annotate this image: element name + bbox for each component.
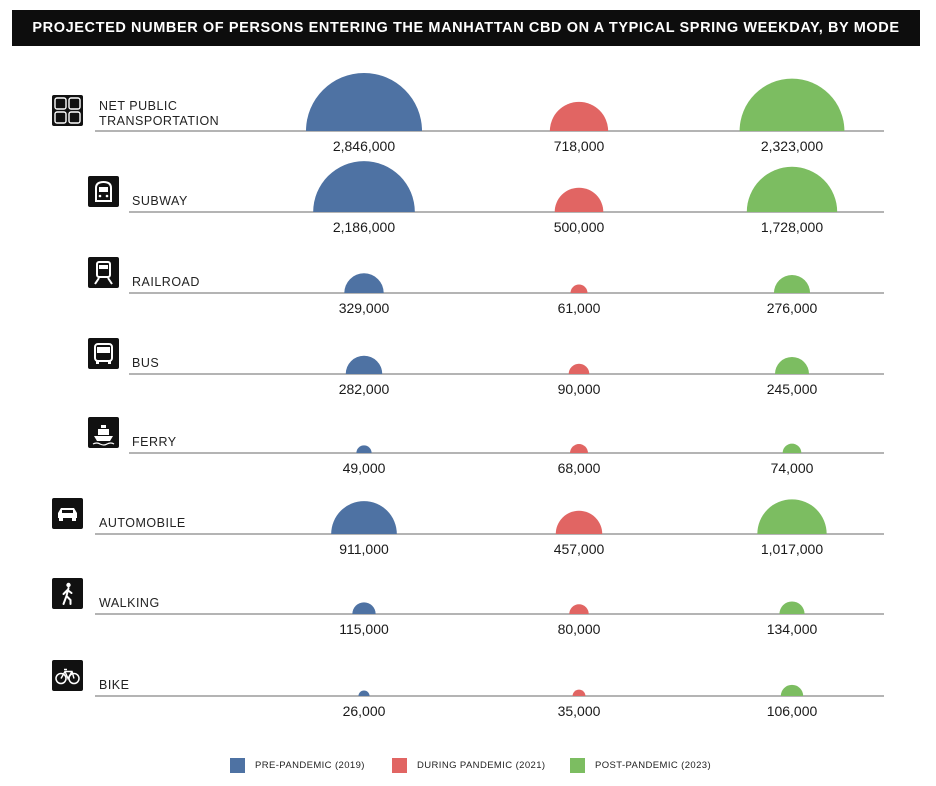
value-label-pre: 911,000	[339, 541, 389, 557]
category-label: BUS	[132, 356, 159, 370]
value-label-during: 90,000	[558, 381, 601, 397]
semicircle-post	[757, 499, 827, 534]
semicircle-pre	[313, 161, 415, 212]
semicircle-post	[773, 274, 811, 293]
legend-item-post: POST-PANDEMIC (2023)	[570, 758, 711, 773]
legend-swatch-post	[570, 758, 585, 773]
legend-item-pre: PRE-PANDEMIC (2019)	[230, 758, 365, 773]
category-label: SUBWAY	[132, 194, 188, 208]
semicircle-pre	[358, 690, 370, 696]
legend-label-pre: PRE-PANDEMIC (2019)	[255, 760, 365, 771]
category-label: FERRY	[132, 435, 177, 449]
semicircle-pre	[344, 273, 384, 293]
value-label-pre: 115,000	[339, 621, 389, 637]
semicircle-during	[570, 444, 588, 453]
row-walking: WALKING 115,000 80,000 134,000	[52, 578, 884, 637]
value-label-post: 2,323,000	[761, 138, 823, 154]
semicircle-post	[782, 443, 802, 453]
value-label-during: 718,000	[554, 138, 605, 154]
semicircle-during	[572, 689, 586, 696]
semicircle-during	[569, 604, 589, 614]
value-label-pre: 282,000	[339, 381, 390, 397]
legend-swatch-during	[392, 758, 407, 773]
semicircle-post	[746, 166, 838, 212]
bus-icon	[88, 338, 119, 369]
semicircle-during	[554, 187, 604, 212]
value-label-during: 457,000	[554, 541, 605, 557]
row-bike: BIKE 26,000 35,000 106,000	[52, 660, 884, 719]
value-label-pre: 2,186,000	[333, 219, 395, 235]
value-label-post: 1,728,000	[761, 219, 823, 235]
category-label: WALKING	[99, 596, 160, 610]
row-net-public-transportation: NET PUBLIC TRANSPORTATION 2,846,000 718,000…	[52, 73, 884, 154]
value-label-post: 276,000	[767, 300, 818, 316]
value-label-post: 134,000	[767, 621, 818, 637]
bike-icon	[52, 660, 83, 691]
legend-label-post: POST-PANDEMIC (2023)	[595, 760, 712, 771]
value-label-during: 68,000	[558, 460, 601, 476]
subway-icon	[88, 176, 119, 207]
semicircle-post	[774, 356, 810, 374]
value-label-pre: 49,000	[343, 460, 386, 476]
semicircle-during	[549, 101, 609, 131]
semicircle-pre	[306, 73, 422, 131]
ferry-icon	[88, 417, 119, 448]
value-label-during: 500,000	[554, 219, 605, 235]
row-automobile: AUTOMOBILE 911,000 457,000 1,017,000	[52, 498, 884, 557]
semicircle-post	[780, 684, 804, 696]
semicircle-pre	[331, 501, 397, 534]
legend: PRE-PANDEMIC (2019) DURING PANDEMIC (202…	[0, 758, 936, 776]
title-bar: PROJECTED NUMBER OF PERSONS ENTERING THE…	[12, 10, 920, 46]
semicircle-post	[739, 78, 845, 131]
value-label-during: 35,000	[558, 703, 601, 719]
value-label-post: 74,000	[771, 460, 814, 476]
row-subway: SUBWAY 2,186,000 500,000 1,728,000	[88, 161, 884, 235]
value-label-post: 1,017,000	[761, 541, 823, 557]
row-railroad: RAILROAD 329,000 61,000 276,000	[88, 257, 884, 316]
row-ferry: FERRY 49,000 68,000 74,000	[88, 417, 884, 476]
semicircle-during	[568, 363, 590, 374]
category-label: RAILROAD	[132, 275, 200, 289]
semicircle-during	[570, 284, 588, 293]
chart-canvas: NET PUBLIC TRANSPORTATION 2,846,000 718,000…	[52, 73, 884, 719]
category-label: BIKE	[99, 678, 130, 692]
semicircle-pre	[352, 602, 376, 614]
semicircle-post	[779, 601, 805, 614]
value-label-pre: 26,000	[343, 703, 386, 719]
category-label: NET PUBLIC TRANSPORTATION	[99, 99, 219, 128]
value-label-post: 106,000	[767, 703, 818, 719]
value-label-pre: 2,846,000	[333, 138, 395, 154]
car-icon	[52, 498, 83, 529]
legend-swatch-pre	[230, 758, 245, 773]
transit-icon	[52, 95, 83, 126]
semicircle-pre	[345, 355, 383, 374]
legend-item-during: DURING PANDEMIC (2021)	[392, 758, 545, 773]
value-label-during: 80,000	[558, 621, 601, 637]
semicircle-during	[555, 510, 603, 534]
value-label-pre: 329,000	[339, 300, 390, 316]
value-label-post: 245,000	[767, 381, 818, 397]
chart-title: PROJECTED NUMBER OF PERSONS ENTERING THE…	[32, 20, 900, 36]
semicircle-pre	[356, 445, 372, 453]
walking-icon	[52, 578, 83, 609]
railroad-icon	[88, 257, 119, 288]
row-bus: BUS 282,000 90,000 245,000	[88, 338, 884, 397]
legend-label-during: DURING PANDEMIC (2021)	[417, 760, 546, 771]
category-label: AUTOMOBILE	[99, 516, 186, 530]
value-label-during: 61,000	[558, 300, 601, 316]
